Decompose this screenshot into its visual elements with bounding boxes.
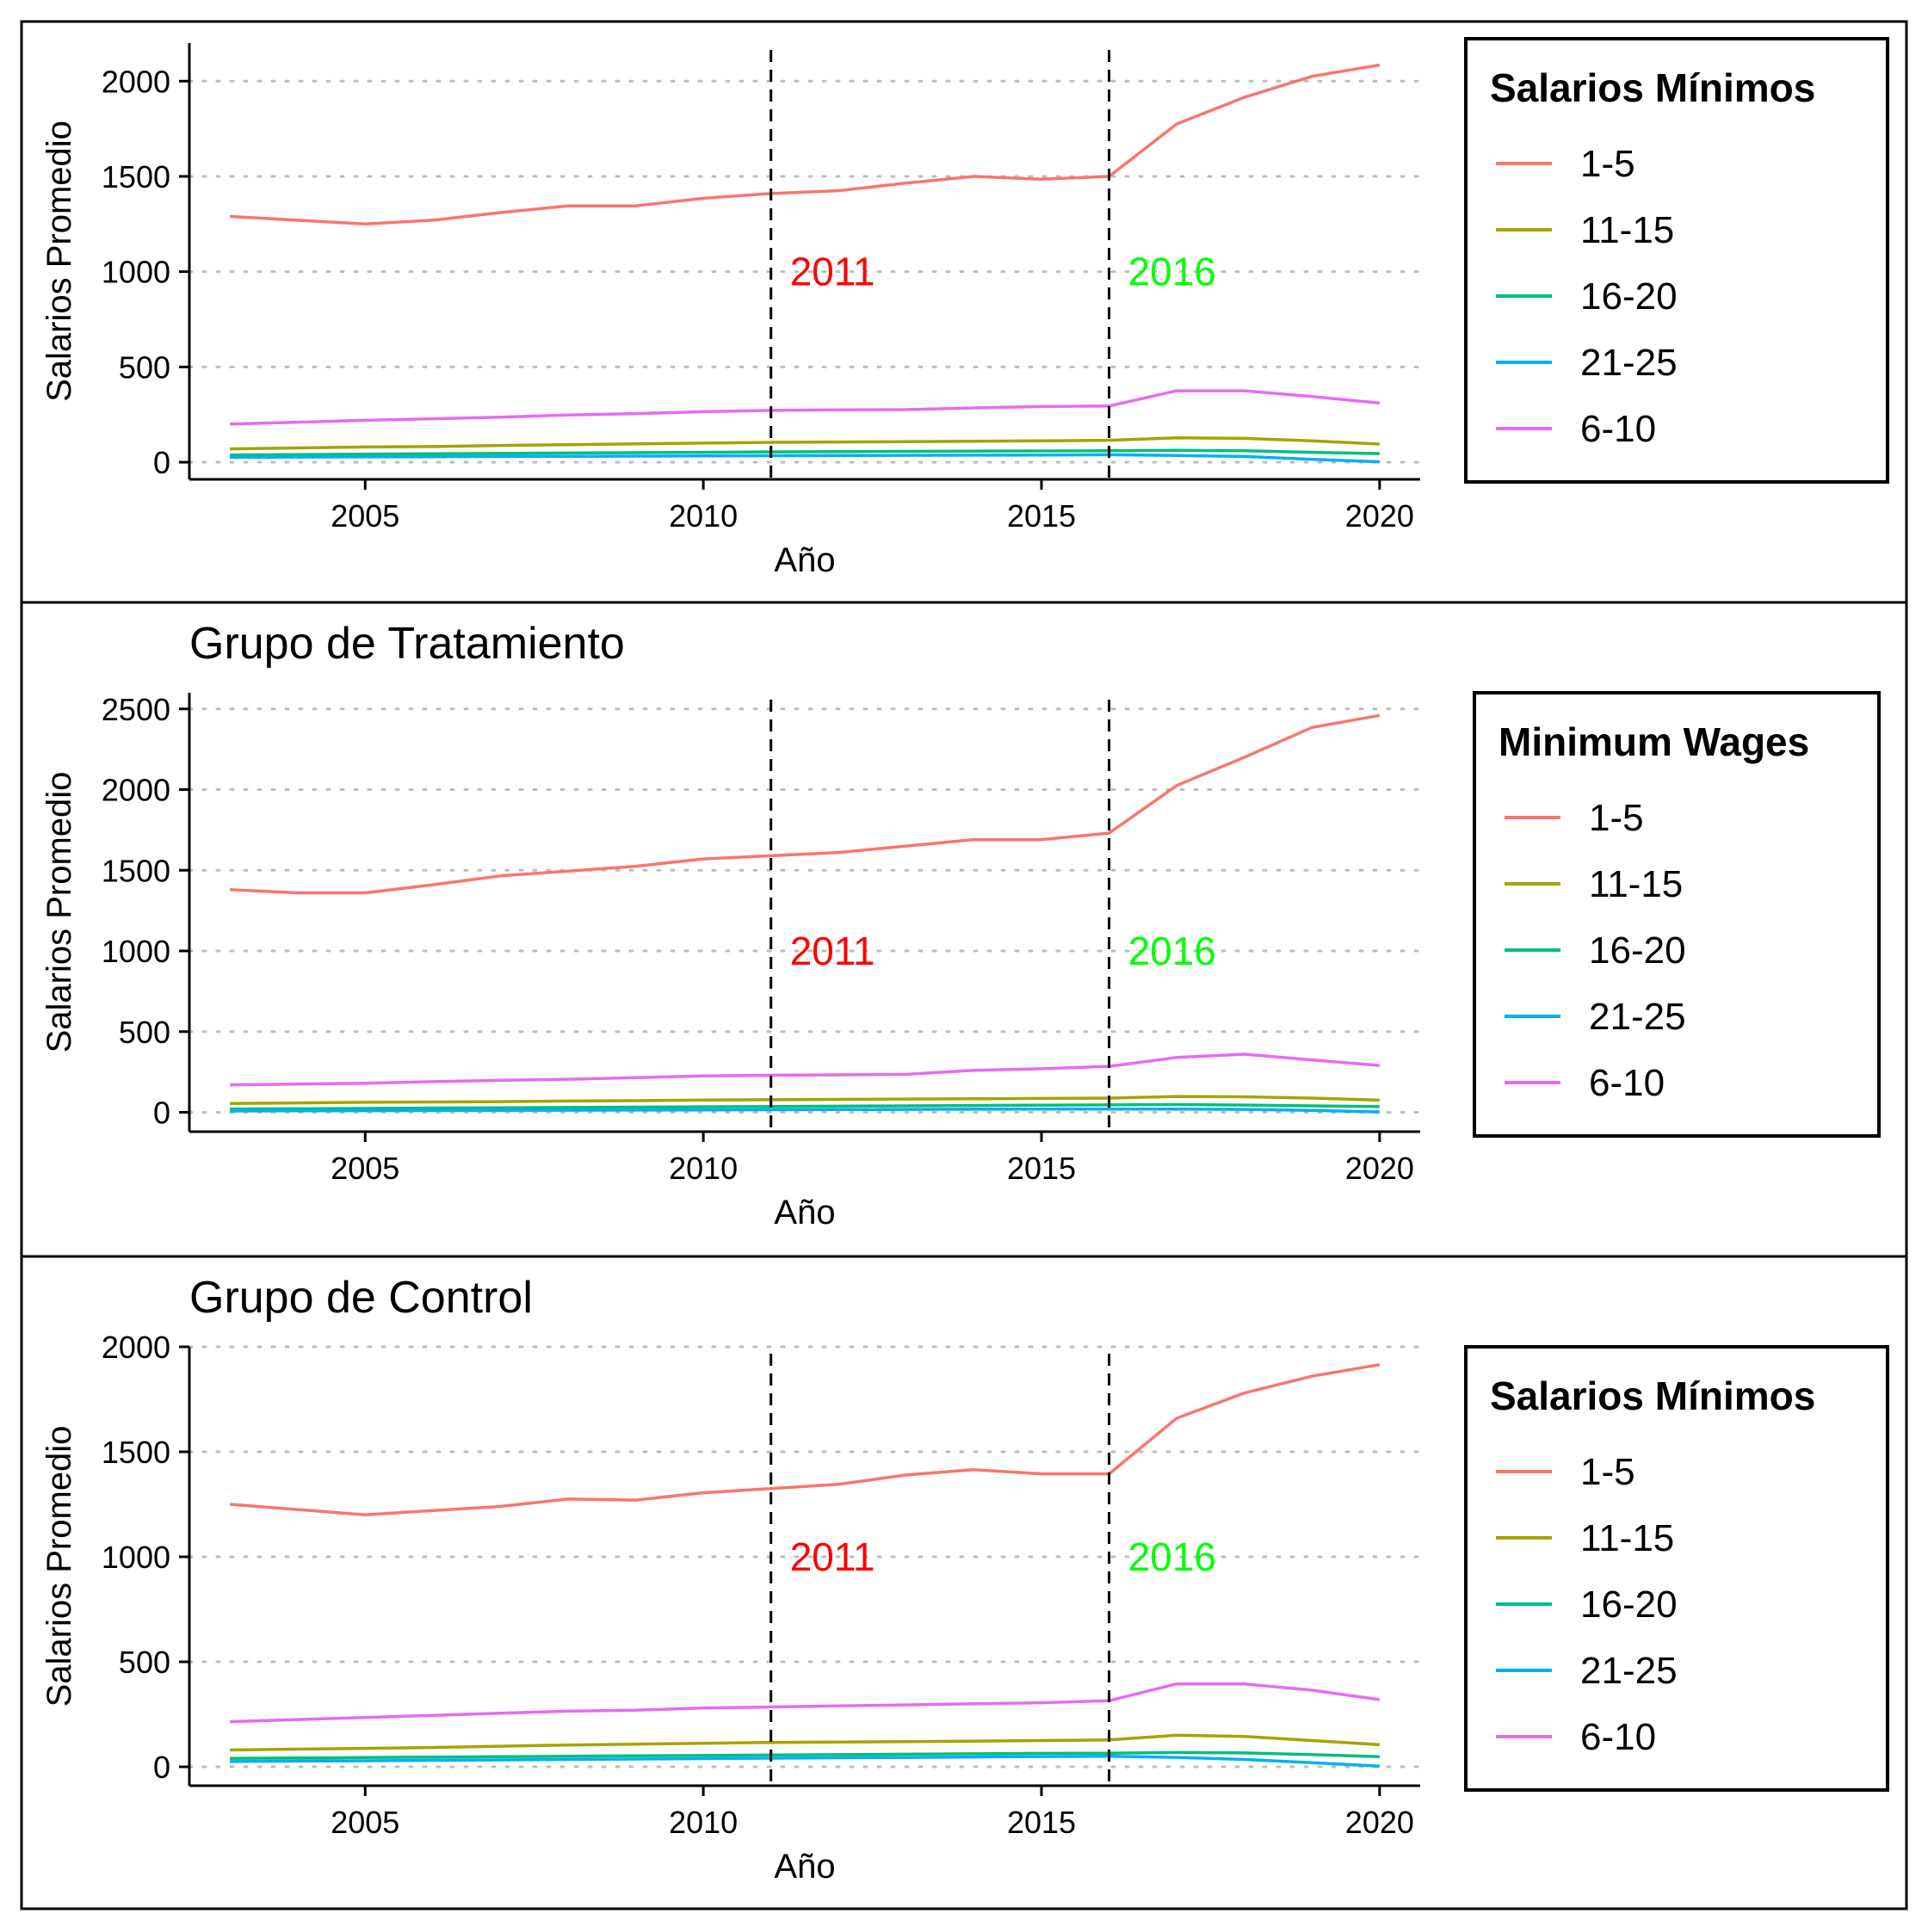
y-tick-label: 1000: [102, 255, 170, 290]
legend-label-11-15: 11-15: [1580, 209, 1674, 251]
legend-label-21-25: 21-25: [1580, 1650, 1678, 1692]
legend-label-16-20: 16-20: [1580, 275, 1678, 318]
chart-panel-2: Grupo de Tratamiento 0 500 1000 1500 2000 2500…: [40, 619, 1881, 1231]
legend-label-1-5: 1-5: [1589, 797, 1644, 839]
chart-title: Grupo de Tratamiento: [189, 619, 625, 669]
x-tick-label: 2015: [1007, 1805, 1076, 1840]
series-line-6-10: [230, 389, 1381, 426]
legend-box: [1464, 1345, 1889, 1792]
x-tick-label: 2005: [331, 498, 399, 534]
x-tick-label: 2010: [669, 1805, 738, 1840]
legend-label-21-25: 21-25: [1589, 996, 1686, 1038]
y-tick-label: 500: [119, 1015, 170, 1050]
figure-border: [20, 20, 1908, 1910]
legend-label-1-5: 1-5: [1580, 143, 1635, 185]
x-tick-label: 2015: [1007, 1151, 1076, 1186]
x-axis-label: Año: [774, 1194, 835, 1231]
series-line-21-25: [230, 1755, 1380, 1768]
x-tick-label: 2015: [1007, 498, 1076, 534]
series-line-6-10: [230, 1682, 1381, 1724]
series-line-16-20: [230, 1102, 1380, 1111]
series-line-1-5: [229, 1362, 1381, 1516]
y-tick-label: 2000: [102, 64, 170, 99]
legend-title: Salarios Mínimos: [1490, 1373, 1815, 1418]
x-axis-label: Año: [774, 1848, 835, 1886]
legend-label-16-20: 16-20: [1589, 929, 1686, 972]
legend-label-16-20: 16-20: [1580, 1583, 1678, 1626]
x-tick-label: 2020: [1345, 498, 1414, 534]
y-axis-label: Salarios Promedio: [40, 1426, 78, 1707]
reference-label-2016: 2016: [1128, 1534, 1216, 1579]
x-tick-label: 2005: [331, 1805, 399, 1840]
reference-label-2011: 2011: [790, 250, 875, 294]
y-tick-label: 1500: [102, 1435, 170, 1470]
legend-label-6-10: 6-10: [1580, 408, 1656, 450]
x-axis-label: Año: [774, 541, 835, 579]
chart-panel-1: 0 500 1000 1500 2000 2005 2010 2015 2020 Año Salar…: [40, 37, 1889, 579]
x-tick-label: 2005: [331, 1151, 399, 1186]
y-tick-label: 500: [119, 349, 170, 385]
series-line-16-20: [230, 1750, 1380, 1761]
y-tick-label: 0: [153, 1096, 170, 1131]
x-tick-label: 2020: [1345, 1151, 1414, 1186]
y-tick-label: 1000: [102, 934, 170, 969]
legend-label-6-10: 6-10: [1580, 1716, 1656, 1758]
legend-box: [1464, 37, 1889, 484]
y-tick-label: 0: [153, 445, 170, 480]
legend-label-21-25: 21-25: [1580, 342, 1678, 384]
series-line-1-5: [230, 63, 1381, 226]
series-line-16-20: [230, 448, 1380, 457]
series-line-21-25: [230, 453, 1380, 464]
reference-label-2011: 2011: [790, 1534, 875, 1579]
series-line-6-10: [230, 1052, 1381, 1087]
y-tick-label: 0: [153, 1750, 170, 1785]
legend-label-1-5: 1-5: [1580, 1451, 1635, 1493]
x-tick-label: 2010: [669, 1151, 738, 1186]
series-line-11-15: [230, 1733, 1381, 1752]
reference-label-2011: 2011: [790, 929, 875, 973]
y-tick-label: 1500: [102, 159, 170, 194]
x-tick-label: 2020: [1345, 1805, 1414, 1840]
series-line-21-25: [230, 1108, 1380, 1114]
series-line-11-15: [230, 1095, 1380, 1105]
legend-label-6-10: 6-10: [1589, 1062, 1665, 1104]
y-axis-label: Salarios Promedio: [40, 120, 78, 402]
chart-title: Grupo de Control: [189, 1273, 533, 1323]
legend-title: Salarios Mínimos: [1490, 65, 1815, 110]
legend-label-11-15: 11-15: [1580, 1517, 1674, 1559]
y-tick-label: 500: [119, 1645, 170, 1680]
chart-panel-3: Grupo de Control 0 500 1000 1500 2000 2005 2010…: [40, 1273, 1889, 1886]
legend-box: [1473, 691, 1881, 1138]
reference-label-2016: 2016: [1128, 929, 1216, 973]
legend-label-11-15: 11-15: [1589, 863, 1683, 905]
x-tick-label: 2010: [669, 498, 738, 534]
legend-title: Minimum Wages: [1499, 719, 1809, 764]
y-tick-label: 2500: [102, 692, 170, 727]
y-tick-label: 2000: [102, 1330, 170, 1365]
y-tick-label: 1500: [102, 853, 170, 888]
reference-label-2016: 2016: [1128, 250, 1216, 294]
y-tick-label: 1000: [102, 1540, 170, 1575]
y-tick-label: 2000: [102, 773, 170, 808]
series-line-11-15: [230, 435, 1380, 451]
series-line-1-5: [230, 713, 1381, 895]
y-axis-label: Salarios Promedio: [40, 772, 78, 1053]
